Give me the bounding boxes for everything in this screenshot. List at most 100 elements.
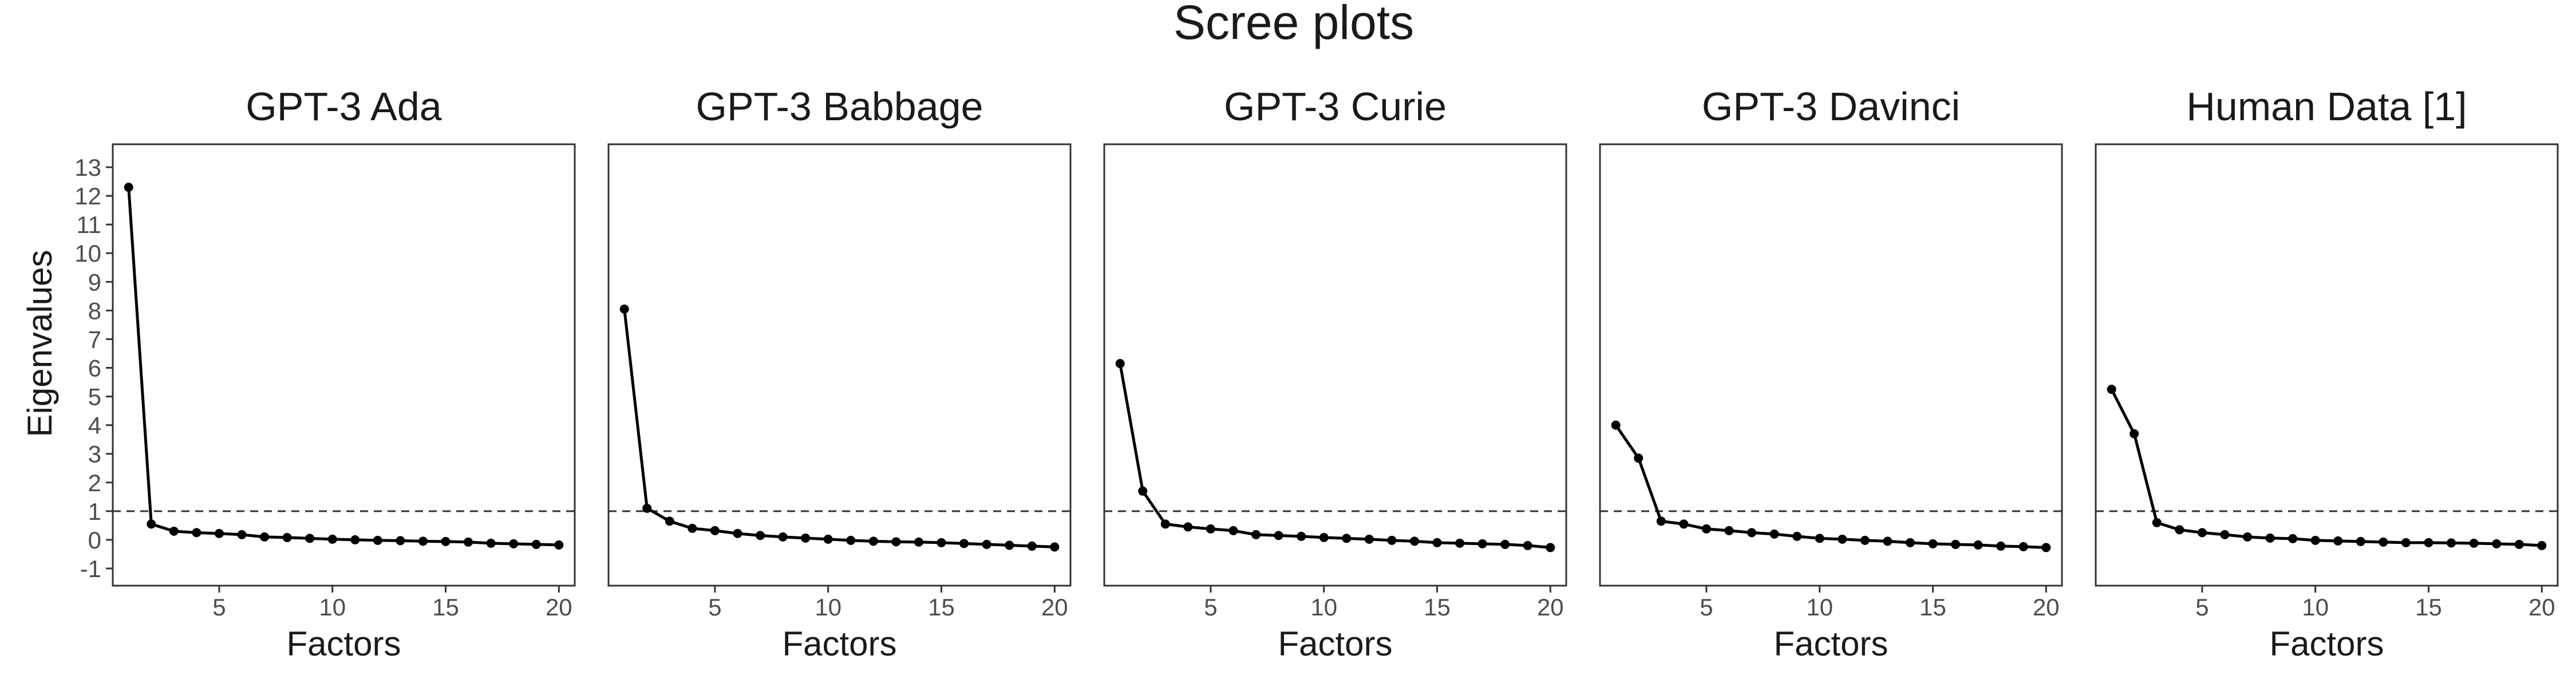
y-tick-label: 6 bbox=[88, 355, 101, 382]
data-point bbox=[1634, 453, 1643, 463]
x-tick-label: 15 bbox=[1424, 594, 1451, 621]
x-tick-label: 5 bbox=[1700, 594, 1713, 621]
data-point bbox=[418, 536, 428, 546]
data-point bbox=[1432, 538, 1442, 547]
data-point bbox=[2018, 542, 2028, 551]
data-point bbox=[282, 532, 292, 542]
data-point bbox=[192, 528, 202, 538]
data-point bbox=[1769, 529, 1779, 539]
x-tick-label: 20 bbox=[2528, 594, 2555, 621]
x-tick-label: 15 bbox=[432, 594, 459, 621]
data-point bbox=[2447, 538, 2456, 548]
panel-4: GPT-3 Davinci 5 10 15 20 Factors bbox=[1599, 84, 2063, 663]
data-point bbox=[1364, 534, 1374, 544]
data-point bbox=[2492, 539, 2502, 548]
data-point bbox=[2356, 536, 2365, 546]
y-tick-label: 5 bbox=[88, 384, 101, 410]
figure-title: Scree plots bbox=[1174, 0, 1414, 49]
data-point bbox=[441, 536, 451, 546]
panel-frame bbox=[607, 143, 1072, 587]
data-point bbox=[1297, 531, 1306, 541]
series-line bbox=[623, 309, 1055, 548]
data-point bbox=[2288, 534, 2298, 543]
panel-title: GPT-3 Ada bbox=[246, 84, 441, 129]
data-point bbox=[1546, 543, 1555, 552]
data-point bbox=[619, 304, 629, 314]
data-point bbox=[846, 535, 856, 545]
y-tick-label: -1 bbox=[80, 555, 101, 582]
data-point bbox=[1500, 539, 1510, 549]
x-tick-label: 5 bbox=[2195, 594, 2208, 621]
data-point bbox=[1274, 531, 1283, 540]
x-axis-label: Factors bbox=[782, 625, 896, 663]
x-tick-label: 5 bbox=[1204, 594, 1217, 621]
y-tick-label: 4 bbox=[88, 412, 101, 439]
y-tick-label: 12 bbox=[74, 183, 101, 210]
data-point bbox=[2379, 537, 2388, 547]
series-line bbox=[1614, 424, 2046, 549]
data-point bbox=[914, 537, 923, 547]
data-point bbox=[710, 526, 720, 535]
data-point bbox=[823, 534, 833, 544]
y-tick-label: 9 bbox=[88, 269, 101, 295]
data-point bbox=[2220, 530, 2230, 539]
data-point bbox=[1701, 524, 1711, 534]
data-point bbox=[1792, 531, 1802, 541]
data-point bbox=[1951, 539, 1961, 549]
data-point bbox=[1160, 519, 1170, 529]
series-line bbox=[127, 187, 559, 547]
x-tick-label: 10 bbox=[319, 594, 346, 621]
data-point bbox=[778, 532, 788, 542]
panel-3: GPT-3 Curie 5 10 15 20 Factors bbox=[1103, 84, 1567, 663]
data-point bbox=[801, 533, 811, 543]
series-line bbox=[1119, 363, 1551, 549]
data-point bbox=[1905, 538, 1915, 547]
data-point bbox=[2401, 538, 2411, 547]
data-point bbox=[1183, 522, 1193, 532]
data-point bbox=[642, 503, 652, 513]
x-tick-label: 10 bbox=[815, 594, 841, 621]
y-tick-label: 1 bbox=[88, 498, 101, 525]
data-point bbox=[1228, 526, 1238, 535]
panel-title: Human Data [1] bbox=[2186, 84, 2467, 129]
data-point bbox=[2537, 540, 2547, 550]
data-point bbox=[1251, 530, 1261, 539]
y-tick-label: 7 bbox=[88, 326, 101, 353]
y-tick-label: 11 bbox=[76, 211, 101, 238]
panel-title: GPT-3 Curie bbox=[1224, 84, 1447, 129]
data-point bbox=[1206, 524, 1215, 534]
panel-title: GPT-3 Davinci bbox=[1702, 84, 1960, 129]
data-point bbox=[1883, 536, 1893, 546]
data-point bbox=[1115, 358, 1125, 368]
y-axis-label: Eigenvalues bbox=[21, 250, 59, 437]
y-tick-label: 10 bbox=[74, 240, 101, 267]
data-point bbox=[1387, 535, 1397, 545]
y-tick-label: 8 bbox=[88, 297, 101, 324]
data-point bbox=[2333, 536, 2343, 546]
panel-frame bbox=[2095, 143, 2559, 587]
data-point bbox=[1523, 540, 1532, 550]
data-point bbox=[2175, 525, 2184, 535]
data-point bbox=[350, 535, 360, 544]
data-point bbox=[2152, 518, 2162, 527]
data-point bbox=[1409, 536, 1419, 546]
data-point bbox=[733, 528, 742, 538]
x-tick-label: 10 bbox=[1806, 594, 1833, 621]
x-tick-label: 20 bbox=[1537, 594, 1564, 621]
x-tick-label: 15 bbox=[928, 594, 955, 621]
data-point bbox=[2041, 543, 2051, 552]
data-point bbox=[305, 534, 315, 543]
data-point bbox=[982, 539, 991, 549]
panel-5: Human Data [1] 5 10 15 20 Factors bbox=[2095, 84, 2559, 663]
data-point bbox=[531, 539, 541, 549]
data-point bbox=[2129, 429, 2139, 439]
x-tick-label: 20 bbox=[546, 594, 572, 621]
data-point bbox=[509, 539, 519, 548]
data-point bbox=[937, 538, 946, 547]
y-tick-label: 0 bbox=[88, 527, 101, 554]
data-point bbox=[1005, 540, 1014, 550]
data-point bbox=[868, 536, 878, 546]
x-axis-label: Factors bbox=[1773, 625, 1888, 663]
data-point bbox=[1996, 541, 2006, 551]
data-point bbox=[1656, 516, 1666, 526]
